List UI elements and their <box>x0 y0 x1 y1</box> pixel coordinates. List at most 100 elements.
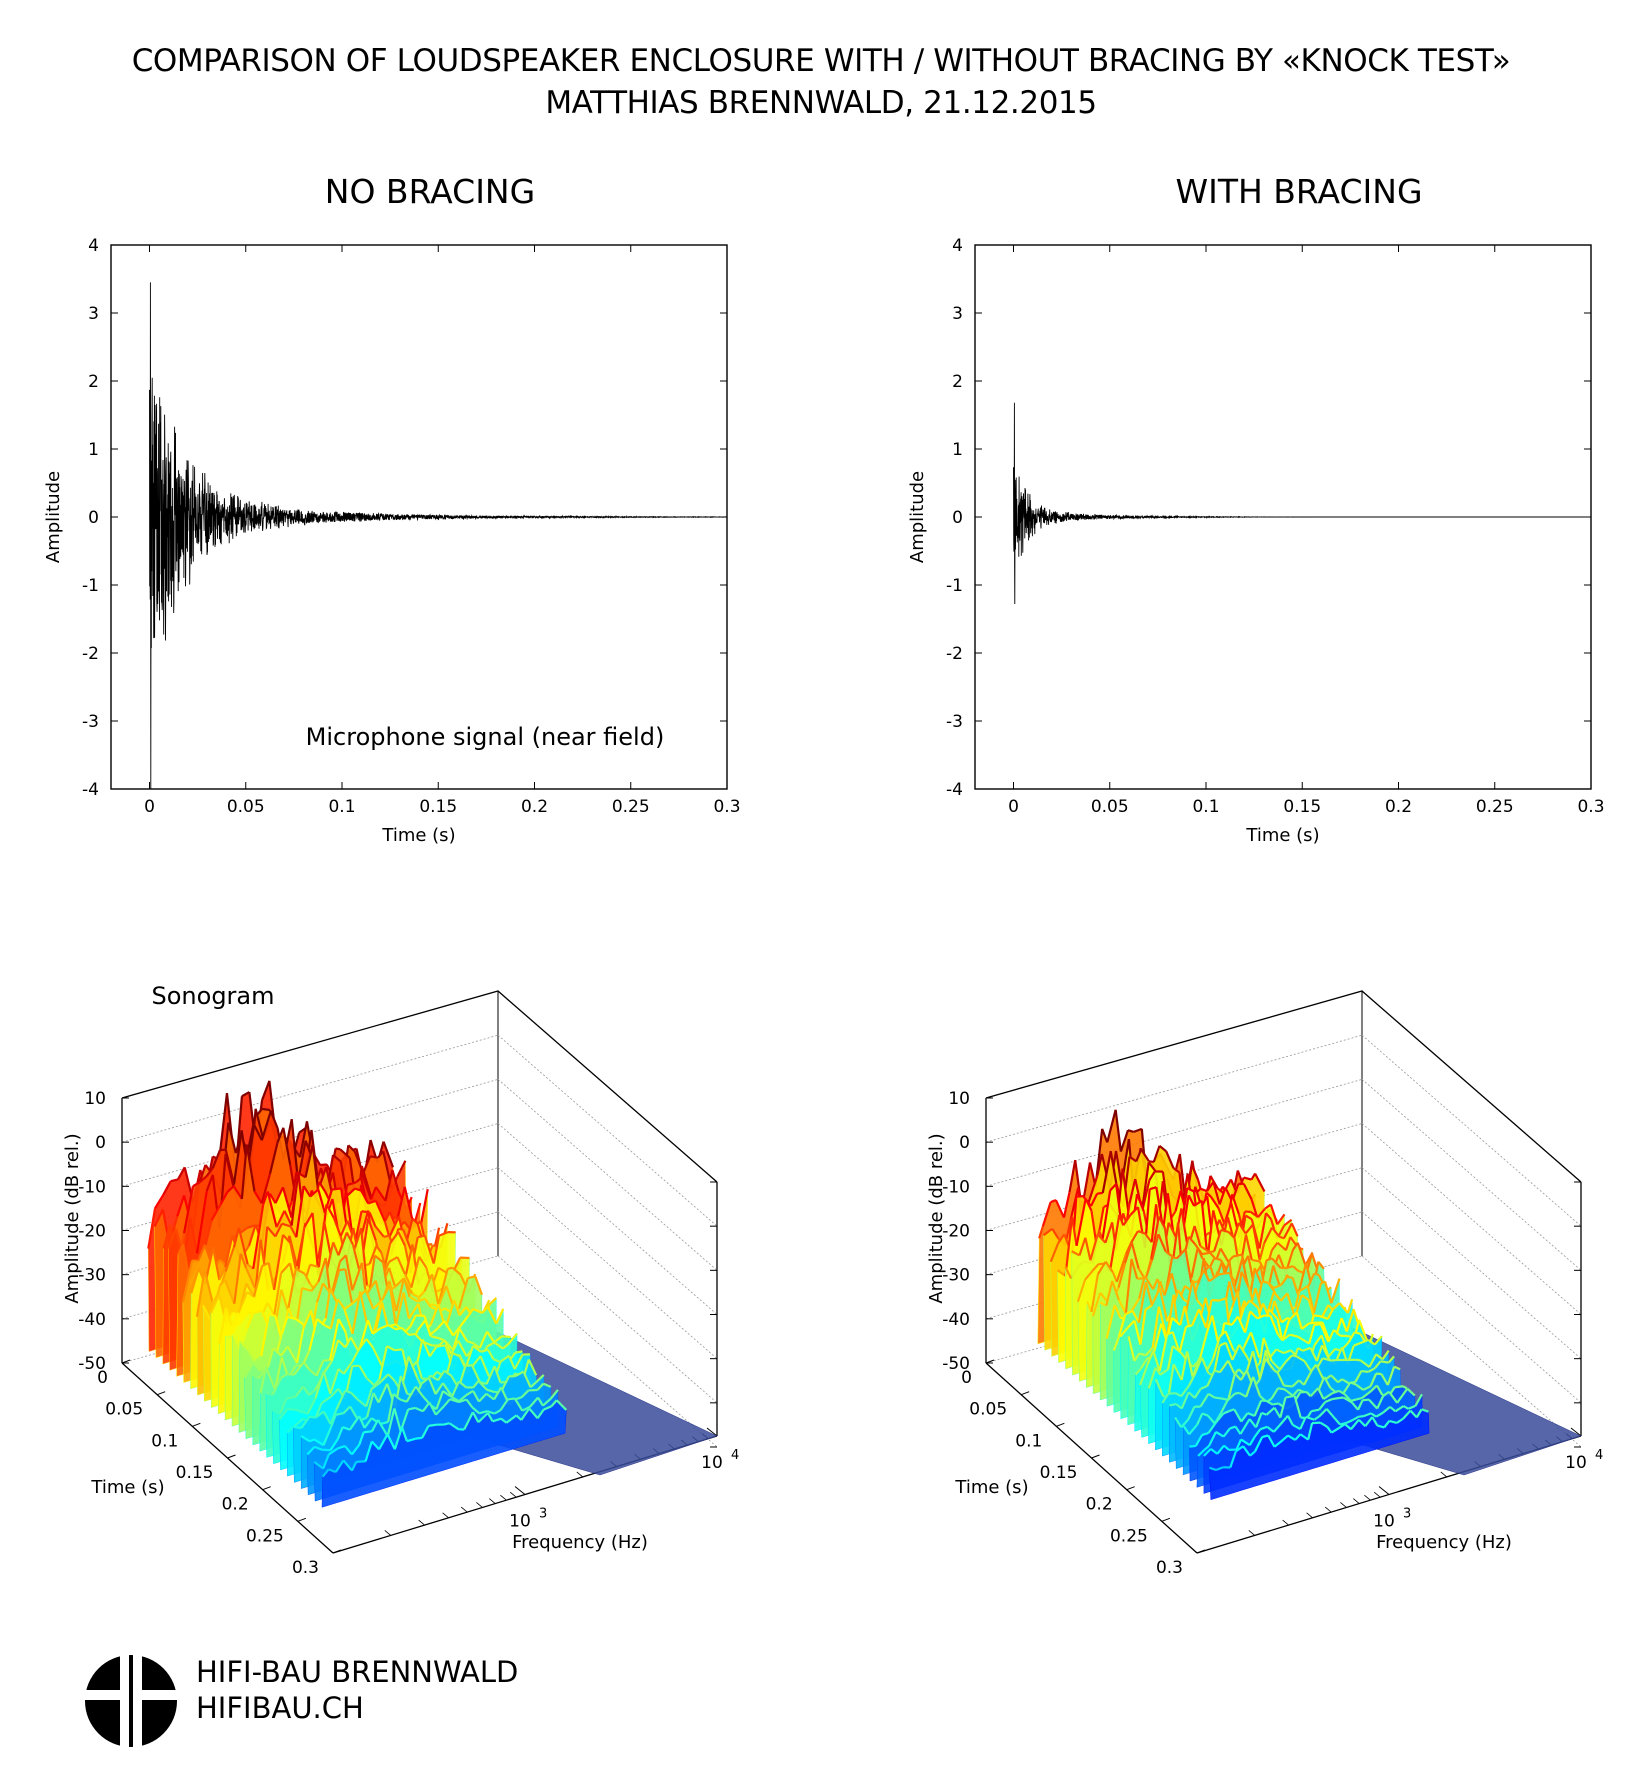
sonogram-ridge <box>374 1200 386 1222</box>
logo-stripe <box>120 1652 129 1750</box>
sonogram-ridge <box>1354 1331 1361 1335</box>
sonogram-ridge <box>1096 1153 1103 1176</box>
sonogram-ridge <box>1293 1395 1302 1418</box>
frequency-minor-tick <box>509 1491 517 1498</box>
sonogram-ridge <box>387 1324 397 1331</box>
sonogram-ridge <box>1209 1466 1217 1472</box>
sonogram-ridge <box>1214 1396 1223 1400</box>
sonogram-ridge <box>471 1411 480 1423</box>
grid-line <box>121 1034 499 1143</box>
sonogram-ridge <box>342 1459 353 1472</box>
frequency-major-tick <box>1570 1427 1582 1437</box>
sonogram-ridge <box>335 1412 344 1416</box>
sonogram-ridge <box>1212 1181 1221 1205</box>
sonogram-ridge <box>281 1222 291 1228</box>
sonogram-ridge <box>505 1414 518 1424</box>
sonogram-ridge <box>1394 1405 1405 1413</box>
sonogram-ridge <box>1069 1187 1080 1220</box>
sonogram-ridge <box>1276 1372 1285 1387</box>
sonogram-ridge <box>1249 1310 1259 1320</box>
sonogram-ridge <box>1375 1411 1384 1418</box>
sonogram-ridge <box>317 1189 326 1214</box>
sonogram-ridge <box>1089 1234 1099 1261</box>
time-tick-label: 0.05 <box>969 1400 1007 1420</box>
x-tick-label: 0 <box>144 797 155 817</box>
sonogram-ridge <box>1150 1216 1160 1260</box>
sonogram-ridge <box>1258 1358 1267 1380</box>
sonogram-ridge <box>1320 1304 1330 1318</box>
sonogram-ridge <box>1273 1300 1283 1323</box>
z-tick-label: -40 <box>78 1310 106 1330</box>
sonogram-ridge <box>452 1324 462 1337</box>
sonogram-ridge <box>1231 1315 1239 1326</box>
sonogram-ridge <box>387 1373 396 1382</box>
time-tick-mark <box>1020 1391 1030 1396</box>
sonogram-ridge <box>1158 1287 1169 1322</box>
sonogram-ridge <box>293 1425 302 1430</box>
sonogram-ridge <box>520 1407 531 1421</box>
sonogram-ridge <box>261 1107 271 1112</box>
sonogram-ridge <box>317 1221 326 1268</box>
sonogram-ridge <box>527 1358 538 1376</box>
logo-stripe <box>133 1652 142 1750</box>
sonogram-ridge <box>411 1217 419 1225</box>
sonogram-ridge <box>247 1224 257 1247</box>
sonogram-ridge <box>1207 1414 1216 1425</box>
sonogram-ridge <box>1313 1272 1320 1277</box>
sonogram-ridge <box>303 1212 314 1228</box>
sonogram-ridge <box>1141 1162 1150 1206</box>
sonogram-ridge <box>1138 1275 1146 1299</box>
sonogram-ridge <box>486 1412 494 1422</box>
sonogram-ridge <box>260 1313 271 1357</box>
sonogram-ridge <box>1285 1394 1295 1399</box>
sonogram-ridge <box>458 1277 469 1309</box>
sonogram-ridge <box>1300 1390 1307 1394</box>
sonogram-ridge <box>239 1253 248 1269</box>
sonogram-ridge <box>536 1408 545 1419</box>
sonogram-ridge <box>1292 1242 1299 1251</box>
sonogram-ridge <box>253 1190 263 1204</box>
sonogram-ridge <box>309 1188 320 1198</box>
y-tick-label: 1 <box>952 440 963 460</box>
sonogram-ridge <box>1343 1396 1353 1404</box>
sonogram-ridge <box>1215 1412 1225 1423</box>
sonogram-ridge <box>1148 1170 1156 1181</box>
sonogram-ridge <box>240 1144 248 1199</box>
sonogram-ridge <box>370 1186 377 1200</box>
sonogram-ridge <box>209 1294 221 1314</box>
sonogram-ridge <box>477 1412 489 1424</box>
sonogram-ridge <box>1308 1324 1316 1344</box>
sonogram-ridge <box>1308 1321 1317 1325</box>
sonogram-ridge <box>1345 1308 1355 1332</box>
sonogram-ridge <box>1175 1403 1183 1410</box>
sonogram-ridge <box>1041 1201 1052 1227</box>
sonogram-ridge <box>1296 1335 1302 1340</box>
sonogram-ridge <box>1224 1321 1233 1326</box>
sonogram-ridge <box>361 1210 370 1233</box>
sonogram-ridge <box>344 1336 352 1348</box>
sonogram-ridge <box>1109 1183 1117 1192</box>
box-edge <box>985 990 1582 1183</box>
sonogram-ridge <box>1152 1278 1159 1290</box>
sonogram-ridge <box>1201 1412 1209 1417</box>
sonogram-ridge <box>1243 1299 1251 1309</box>
sonogram-ridge <box>313 1460 324 1470</box>
sonogram-ridge <box>391 1169 400 1192</box>
sonogram-ridge <box>328 1447 339 1456</box>
sonogram-ridge <box>1212 1336 1221 1359</box>
sonogram-ridge <box>337 1368 345 1375</box>
sonogram-ridge <box>1117 1313 1127 1338</box>
frequency-tick-exponent: 3 <box>1403 1507 1411 1522</box>
sonogram-ridge <box>1119 1326 1129 1338</box>
sonogram-ridge <box>1340 1423 1346 1428</box>
sonogram-ridge <box>485 1392 495 1401</box>
sonogram-ridge <box>1140 1358 1148 1369</box>
sonogram-ridge <box>1108 1214 1121 1272</box>
sonogram-ridge <box>1218 1187 1227 1205</box>
sonogram-ridge <box>295 1267 306 1275</box>
sonogram-ridge <box>351 1349 360 1362</box>
sonogram-ridge <box>311 1212 320 1276</box>
sonogram-ridge <box>266 1302 276 1316</box>
company-name: HIFI-BAU BRENNWALD <box>196 1655 519 1689</box>
logo-bar <box>80 1690 120 1700</box>
